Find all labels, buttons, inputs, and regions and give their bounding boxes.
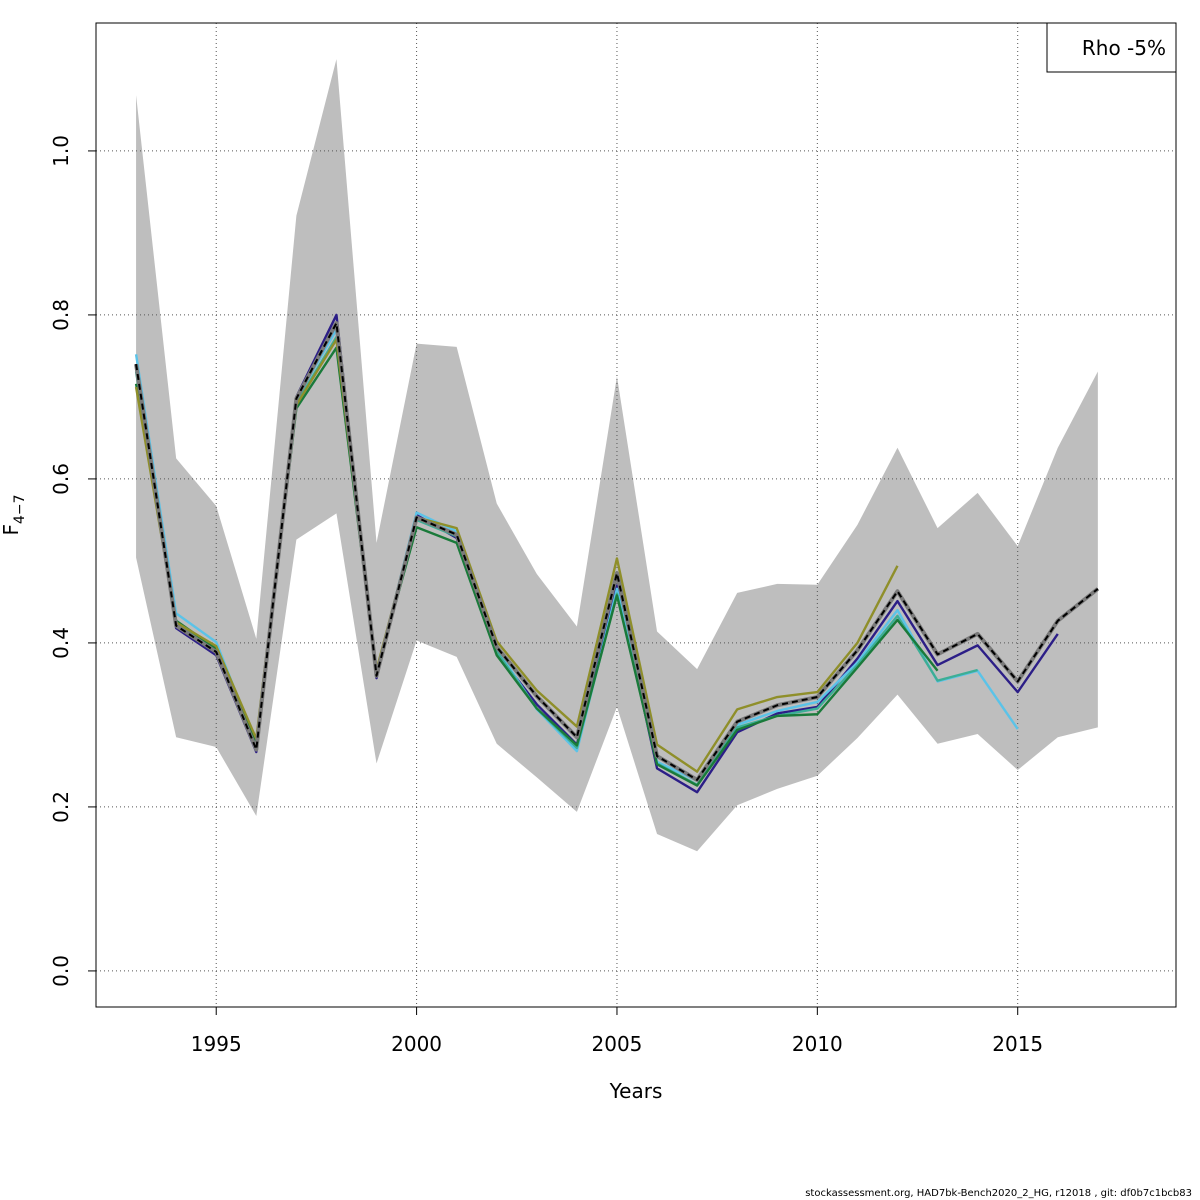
series-layer [134, 313, 1100, 794]
y-axis-title: F4−7 [0, 494, 28, 535]
legend-label: Rho -5% [1082, 36, 1166, 60]
x-tick-label-2015: 2015 [992, 1032, 1043, 1056]
y-tick-label-0.2: 0.2 [49, 791, 73, 823]
footer-credit: stockassessment.org, HAD7bk-Bench2020_2_… [805, 1188, 1192, 1199]
series-line-base [135, 322, 1099, 781]
legend-box [1046, 22, 1177, 73]
y-tick-label-0.6: 0.6 [49, 463, 73, 495]
y-tick-label-0.0: 0.0 [49, 955, 73, 987]
y-tick-label-0.8: 0.8 [49, 299, 73, 331]
y-tick-label-1.0: 1.0 [49, 135, 73, 167]
legend: Rho -5% [1046, 22, 1177, 73]
y-axis-title-subscript: 4−7 [12, 494, 28, 524]
x-tick-label-2000: 2000 [391, 1032, 442, 1056]
x-tick-label-2005: 2005 [592, 1032, 643, 1056]
x-axis: 1995 2000 2005 2010 2015 [191, 1007, 1043, 1056]
y-tick-label-0.4: 0.4 [49, 627, 73, 659]
x-tick-label-1995: 1995 [191, 1032, 242, 1056]
x-tick-label-2010: 2010 [792, 1032, 843, 1056]
y-axis-title-main: F [0, 524, 23, 536]
y-axis-title-group: F4−7 [0, 494, 28, 535]
x-axis-title: Years [609, 1079, 663, 1103]
y-axis: 0.0 0.2 0.4 0.6 0.8 1.0 [49, 135, 97, 987]
